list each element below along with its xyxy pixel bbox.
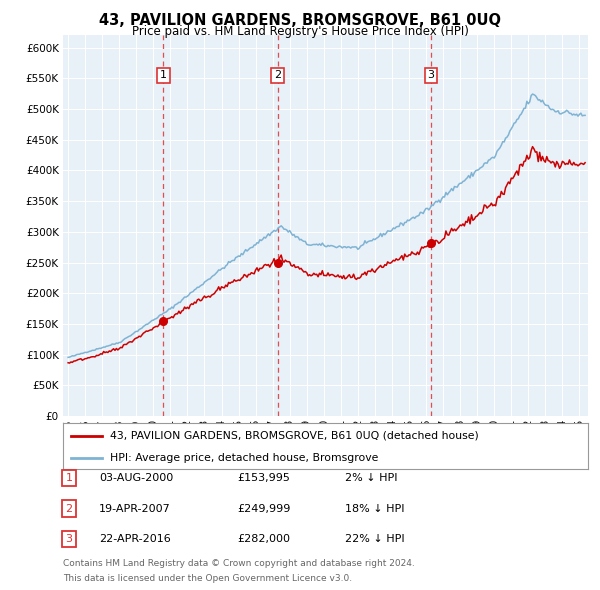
Text: HPI: Average price, detached house, Bromsgrove: HPI: Average price, detached house, Brom… xyxy=(110,453,379,463)
Text: This data is licensed under the Open Government Licence v3.0.: This data is licensed under the Open Gov… xyxy=(63,574,352,583)
Text: 2: 2 xyxy=(274,70,281,80)
Text: 3: 3 xyxy=(428,70,434,80)
Text: Price paid vs. HM Land Registry's House Price Index (HPI): Price paid vs. HM Land Registry's House … xyxy=(131,25,469,38)
Text: Contains HM Land Registry data © Crown copyright and database right 2024.: Contains HM Land Registry data © Crown c… xyxy=(63,559,415,568)
Text: 2: 2 xyxy=(65,504,73,513)
Text: 3: 3 xyxy=(65,535,73,544)
Text: 43, PAVILION GARDENS, BROMSGROVE, B61 0UQ: 43, PAVILION GARDENS, BROMSGROVE, B61 0U… xyxy=(99,13,501,28)
Text: 2% ↓ HPI: 2% ↓ HPI xyxy=(345,473,398,483)
Text: 1: 1 xyxy=(160,70,167,80)
Text: 1: 1 xyxy=(65,473,73,483)
Text: 22% ↓ HPI: 22% ↓ HPI xyxy=(345,535,404,544)
Text: £282,000: £282,000 xyxy=(237,535,290,544)
Text: 18% ↓ HPI: 18% ↓ HPI xyxy=(345,504,404,513)
Text: £153,995: £153,995 xyxy=(237,473,290,483)
Text: 43, PAVILION GARDENS, BROMSGROVE, B61 0UQ (detached house): 43, PAVILION GARDENS, BROMSGROVE, B61 0U… xyxy=(110,431,479,441)
Text: 22-APR-2016: 22-APR-2016 xyxy=(99,535,171,544)
Text: 19-APR-2007: 19-APR-2007 xyxy=(99,504,171,513)
Text: £249,999: £249,999 xyxy=(237,504,290,513)
Text: 03-AUG-2000: 03-AUG-2000 xyxy=(99,473,173,483)
